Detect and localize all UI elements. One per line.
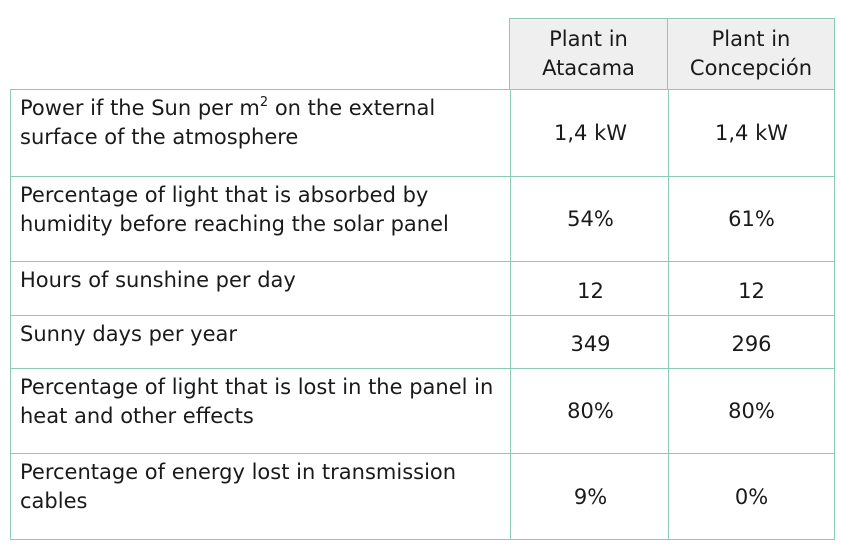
value-concepcion: 61%	[668, 177, 834, 261]
column-header-concepcion-line2: Concepción	[689, 56, 813, 80]
row-label: Percentage of energy lost in transmissio…	[20, 460, 457, 513]
row-label-part: on the external surface of the atmospher…	[20, 96, 436, 149]
row-label-part: Power if the Sun per m	[20, 96, 260, 120]
value-atacama: 9%	[510, 454, 670, 539]
row-label: Power if the Sun per m2 on the external …	[20, 94, 500, 152]
value-atacama: 349	[510, 316, 670, 368]
value-concepcion: 0%	[668, 454, 834, 539]
row-label: Sunny days per year	[20, 322, 238, 346]
value-concepcion: 1,4 kW	[668, 90, 834, 176]
table-row: Percentage of energy lost in transmissio…	[10, 453, 835, 540]
row-label: Hours of sunshine per day	[20, 268, 296, 292]
column-header-atacama-line2: Atacama	[542, 56, 635, 80]
column-header-concepcion: Plant in Concepción	[667, 18, 835, 90]
row-label: Percentage of light that is lost in the …	[20, 375, 494, 428]
value-concepcion: 296	[668, 316, 834, 368]
row-label: Percentage of light that is absorbed by …	[20, 183, 449, 236]
table-row: Percentage of light that is lost in the …	[10, 368, 835, 454]
table-row: Power if the Sun per m2 on the external …	[10, 89, 835, 177]
value-atacama: 12	[510, 262, 670, 315]
row-label-superscript: 2	[259, 95, 269, 110]
value-atacama: 54%	[510, 177, 670, 261]
value-atacama: 1,4 kW	[510, 90, 670, 176]
column-header-atacama-line1: Plant in	[549, 27, 628, 51]
value-atacama: 80%	[510, 369, 670, 453]
column-header-concepcion-line1: Plant in	[711, 27, 791, 51]
value-concepcion: 80%	[668, 369, 834, 453]
table-row: Sunny days per year 349 296	[10, 315, 835, 369]
table-row: Percentage of light that is absorbed by …	[10, 176, 835, 262]
table-row: Hours of sunshine per day 12 12	[10, 261, 835, 316]
value-concepcion: 12	[668, 262, 834, 315]
column-header-atacama: Plant in Atacama	[509, 18, 668, 90]
